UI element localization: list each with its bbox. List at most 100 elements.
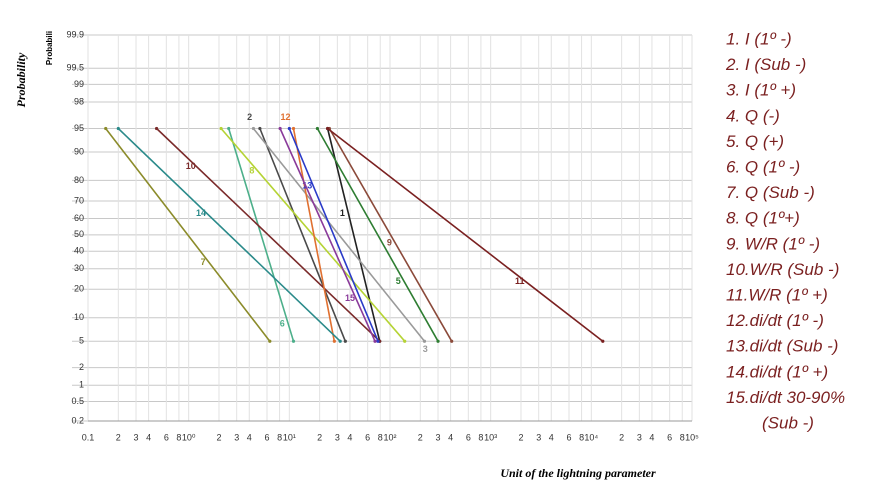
x-tick-label: 10⁴ — [584, 432, 598, 442]
legend-entry: 1. I (1º -) — [726, 29, 792, 48]
series-line — [327, 127, 604, 342]
y-tick-label: 10 — [74, 312, 84, 322]
line-end — [227, 126, 231, 131]
x-tick-label: 6 — [365, 432, 370, 442]
x-tick-label: 2 — [116, 432, 121, 442]
line-end — [403, 339, 407, 343]
x-tick-label: 10⁵ — [685, 432, 699, 442]
series-line — [326, 128, 381, 342]
line-label: 3 — [423, 344, 428, 354]
line-label: 1 — [340, 208, 345, 218]
series-line — [279, 128, 376, 342]
line-end — [154, 126, 159, 131]
legend-entry: 12.di/dt (1º -) — [726, 311, 824, 330]
x-tick-label: 10⁰ — [182, 432, 196, 442]
legend-entry: 14.di/dt (1º +) — [726, 362, 828, 381]
line-end — [315, 126, 319, 131]
x-tick-label: 6 — [264, 432, 269, 442]
x-axis-label: Unit of the lightning parameter — [500, 466, 656, 480]
y-tick-label: 80 — [74, 175, 84, 185]
x-tick-label: 8 — [478, 432, 483, 442]
line-label: 2 — [247, 112, 252, 122]
legend-entry: 9. W/R (1º -) — [726, 234, 820, 253]
y-tick-label: 95 — [74, 123, 84, 133]
y-tick-label: 50 — [74, 229, 84, 239]
line-end — [278, 126, 282, 131]
line-label: 7 — [201, 257, 206, 267]
y-tick-label: 98 — [74, 96, 84, 106]
legend-entry: 4. Q (-) — [726, 106, 780, 125]
legend-entry: (Sub -) — [762, 413, 814, 432]
line-label: 10 — [186, 161, 196, 171]
x-tick-label: 2 — [216, 432, 221, 442]
series-line — [252, 127, 426, 342]
y-tick-label: 99.9 — [66, 29, 84, 39]
legend-entry: 6. Q (1º -) — [726, 157, 800, 176]
line-label: 15 — [345, 293, 355, 303]
line-end — [104, 126, 108, 131]
x-tick-label: 4 — [649, 432, 654, 442]
line-label: 13 — [302, 180, 312, 190]
y-tick-label: 2 — [79, 362, 84, 372]
line-end — [422, 339, 427, 343]
line-label: 12 — [280, 112, 290, 122]
series-line — [227, 128, 295, 342]
x-tick-label: 3 — [234, 432, 239, 442]
legend-entry: 15.di/dt 30-90% — [726, 388, 845, 407]
x-tick-label: 6 — [164, 432, 169, 442]
line-label: 5 — [396, 276, 401, 286]
line-end — [450, 339, 454, 343]
x-tick-label: 8 — [579, 432, 584, 442]
y-tick-label: 1 — [79, 380, 84, 390]
series-line — [117, 127, 341, 342]
legend-entry: 11.W/R (1º +) — [726, 285, 828, 304]
x-tick-label: 2 — [518, 432, 523, 442]
line-end — [373, 339, 377, 343]
line-end — [338, 339, 342, 343]
line-end — [343, 339, 347, 343]
legend-entry: 13.di/dt (Sub -) — [726, 337, 838, 356]
y-tick-label: 99 — [74, 79, 84, 89]
x-tick-label: 4 — [347, 432, 352, 442]
line-label: 14 — [196, 208, 206, 218]
series-line — [259, 128, 347, 342]
line-end — [116, 126, 120, 131]
line-end — [287, 126, 291, 131]
line-end — [219, 126, 223, 131]
legend-entry: 8. Q (1º+) — [726, 209, 800, 228]
y-tick-label: 0.5 — [71, 396, 84, 406]
x-tick-label: 6 — [667, 432, 672, 442]
x-tick-label: 10¹ — [283, 432, 296, 442]
x-tick-label: 3 — [637, 432, 642, 442]
y-axis-inner-label: Probabili — [45, 31, 54, 65]
x-tick-label: 8 — [176, 432, 181, 442]
y-tick-label: 60 — [74, 213, 84, 223]
legend-entry: 5. Q (+) — [726, 132, 784, 151]
line-end — [436, 339, 440, 343]
x-tick-label: 4 — [247, 432, 252, 442]
series-line — [292, 128, 336, 342]
y-tick-label: 90 — [74, 146, 84, 156]
line-end — [326, 126, 330, 131]
y-tick-label: 70 — [74, 195, 84, 205]
x-tick-label: 8 — [378, 432, 383, 442]
line-end — [251, 126, 256, 131]
x-tick-label: 4 — [146, 432, 151, 442]
y-tick-label: 20 — [74, 284, 84, 294]
line-end — [601, 339, 605, 343]
x-tick-label: 4 — [549, 432, 554, 442]
y-tick-label: 40 — [74, 246, 84, 256]
line-end — [291, 339, 296, 343]
x-tick-label: 6 — [566, 432, 571, 442]
x-tick-label: 8 — [277, 432, 282, 442]
series-line — [105, 128, 271, 342]
legend-entry: 7. Q (Sub -) — [726, 183, 815, 202]
legend-entry: 10.W/R (Sub -) — [726, 260, 839, 279]
line-label: 6 — [280, 319, 285, 329]
x-tick-label: 2 — [317, 432, 322, 442]
y-tick-label: 5 — [79, 336, 84, 346]
x-tick-label: 3 — [536, 432, 541, 442]
legend-entry: 2. I (Sub -) — [725, 55, 806, 74]
line-label: 11 — [515, 276, 525, 286]
